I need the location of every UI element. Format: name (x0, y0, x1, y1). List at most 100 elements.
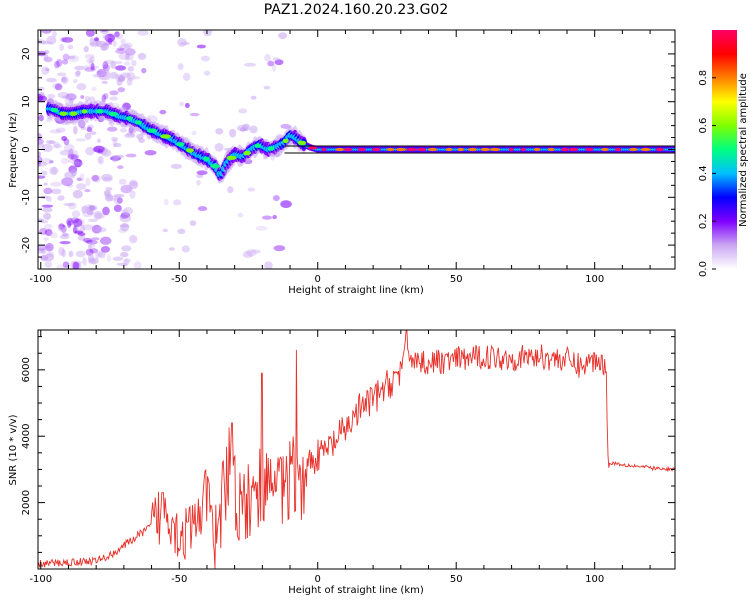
ridge-peak (640, 147, 651, 152)
noise-blob (41, 66, 50, 75)
noise-blob (238, 108, 248, 114)
ridge-peak (297, 140, 307, 145)
noise-blob (85, 58, 94, 64)
noise-blob (120, 209, 128, 216)
noise-blob (86, 126, 92, 132)
noise-blob (72, 78, 78, 84)
noise-blob (116, 262, 128, 266)
noise-blob (120, 72, 132, 78)
noise-blob (74, 70, 81, 78)
noise-blob (119, 214, 132, 223)
ridge-peak (655, 147, 664, 152)
noise-blob (114, 60, 123, 65)
noise-blob (112, 157, 119, 163)
noise-blob (63, 143, 75, 153)
ridge-peak (69, 111, 78, 116)
noise-blob (68, 55, 76, 60)
ridge-peak (59, 111, 68, 116)
noise-blob (81, 205, 89, 214)
noise-blob (40, 158, 53, 165)
noise-blob (99, 75, 111, 81)
noise-blob (58, 226, 66, 232)
snr-line-layer (38, 330, 675, 569)
noise-blob (38, 143, 45, 149)
top-x-tick-label: 0 (315, 274, 321, 285)
noise-blob (127, 66, 135, 72)
noise-blob (179, 101, 184, 107)
noise-blob (272, 57, 280, 61)
noise-blob (263, 85, 271, 90)
ridge-peak (243, 150, 251, 156)
noise-blob (126, 53, 134, 61)
bottom-x-tick-label: 0 (315, 574, 321, 585)
top-y-tick-label: 10 (21, 95, 32, 108)
noise-blob (60, 76, 69, 84)
noise-blob (49, 160, 54, 164)
noise-blob (274, 59, 284, 66)
ridge-peak (267, 146, 275, 151)
noise-blob (61, 59, 69, 65)
noise-blob (52, 83, 61, 90)
noise-blob (117, 165, 124, 170)
noise-blob (74, 65, 85, 71)
noise-blob (177, 37, 187, 47)
bottom-y-tick-label: 2000 (21, 490, 32, 515)
ridge-peak (186, 148, 194, 153)
noise-blob (38, 156, 43, 164)
noise-blob (66, 217, 74, 226)
noise-blob (197, 206, 208, 212)
noise-blob (82, 256, 87, 266)
noise-blob (264, 261, 273, 269)
bottom-x-tick-label: -100 (29, 574, 52, 585)
noise-blob (128, 180, 139, 190)
top-x-tick-label: -50 (171, 274, 187, 285)
noise-blob (49, 232, 58, 239)
noise-blob (124, 48, 136, 56)
noise-blob (97, 156, 103, 164)
noise-blob (99, 236, 112, 245)
noise-blob (264, 53, 271, 62)
top-y-tick-label: -10 (21, 189, 32, 205)
bottom-y-axis-label: SNR (10 * v/v) (8, 414, 19, 485)
noise-blob (271, 63, 277, 72)
ridge-peak (568, 147, 579, 152)
noise-blob (129, 179, 138, 187)
ridge-peak (547, 147, 555, 152)
noise-blob (100, 30, 108, 33)
noise-blob (56, 72, 67, 77)
ridge-peak (146, 128, 158, 133)
ridge-peak (176, 142, 185, 147)
colorbar-tick-label: 0.0 (698, 261, 709, 277)
noise-blob (120, 212, 131, 219)
noise-blob (118, 52, 130, 60)
noise-blob (96, 138, 101, 144)
noise-blob (117, 76, 126, 82)
noise-blob (84, 132, 92, 140)
noise-blob (76, 177, 83, 182)
noise-blob (62, 261, 70, 268)
colorbar-tick-label: 0.4 (698, 165, 709, 181)
noise-blob (102, 34, 109, 40)
noise-blob (107, 126, 118, 132)
noise-blob (67, 44, 74, 50)
ridge-peak (480, 147, 491, 152)
noise-blob (39, 220, 49, 224)
noise-blob (41, 256, 49, 260)
noise-blob (38, 248, 45, 254)
ridge-peak (457, 147, 465, 152)
noise-blob (120, 128, 127, 133)
noise-blob (162, 228, 168, 233)
noise-blob (72, 261, 80, 269)
noise-blob (103, 71, 108, 78)
colorbar-tick-label: 0.2 (698, 213, 709, 229)
noise-blob (131, 59, 137, 67)
noise-blob (98, 251, 106, 259)
noise-blob (82, 237, 93, 243)
noise-blob (100, 30, 110, 35)
ridge-peak (343, 147, 353, 152)
noise-blob (88, 218, 98, 222)
noise-blob (82, 224, 94, 231)
noise-blob (89, 41, 100, 48)
noise-blob (93, 37, 99, 42)
